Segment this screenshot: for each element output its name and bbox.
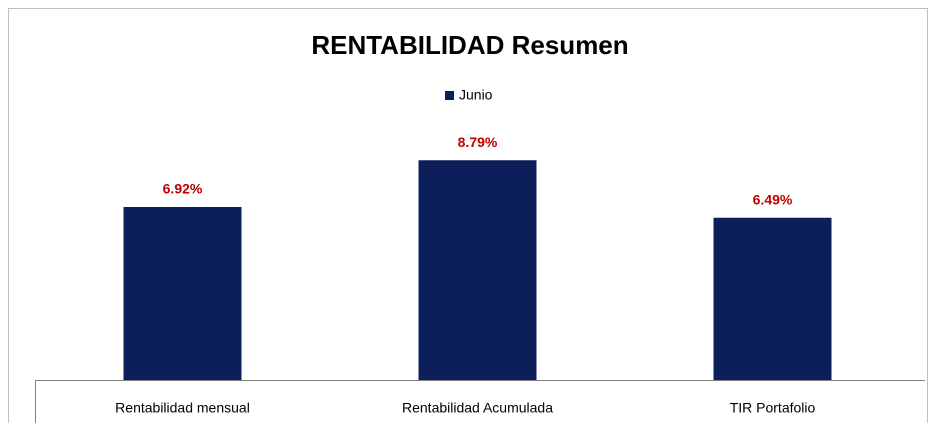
value-label: 8.79%	[458, 134, 498, 150]
x-tick-label: Rentabilidad Acumulada	[402, 400, 553, 416]
x-tick-label: Rentabilidad mensual	[115, 400, 250, 416]
chart-title: RENTABILIDAD Resumen	[311, 30, 628, 60]
value-label: 6.49%	[753, 191, 793, 207]
bar	[713, 217, 832, 380]
legend-label: Junio	[459, 87, 493, 103]
bar	[418, 160, 537, 380]
legend-swatch	[445, 91, 454, 100]
x-tick-label: TIR Portafolio	[730, 400, 816, 416]
bar	[123, 207, 242, 380]
value-label: 6.92%	[163, 181, 203, 197]
